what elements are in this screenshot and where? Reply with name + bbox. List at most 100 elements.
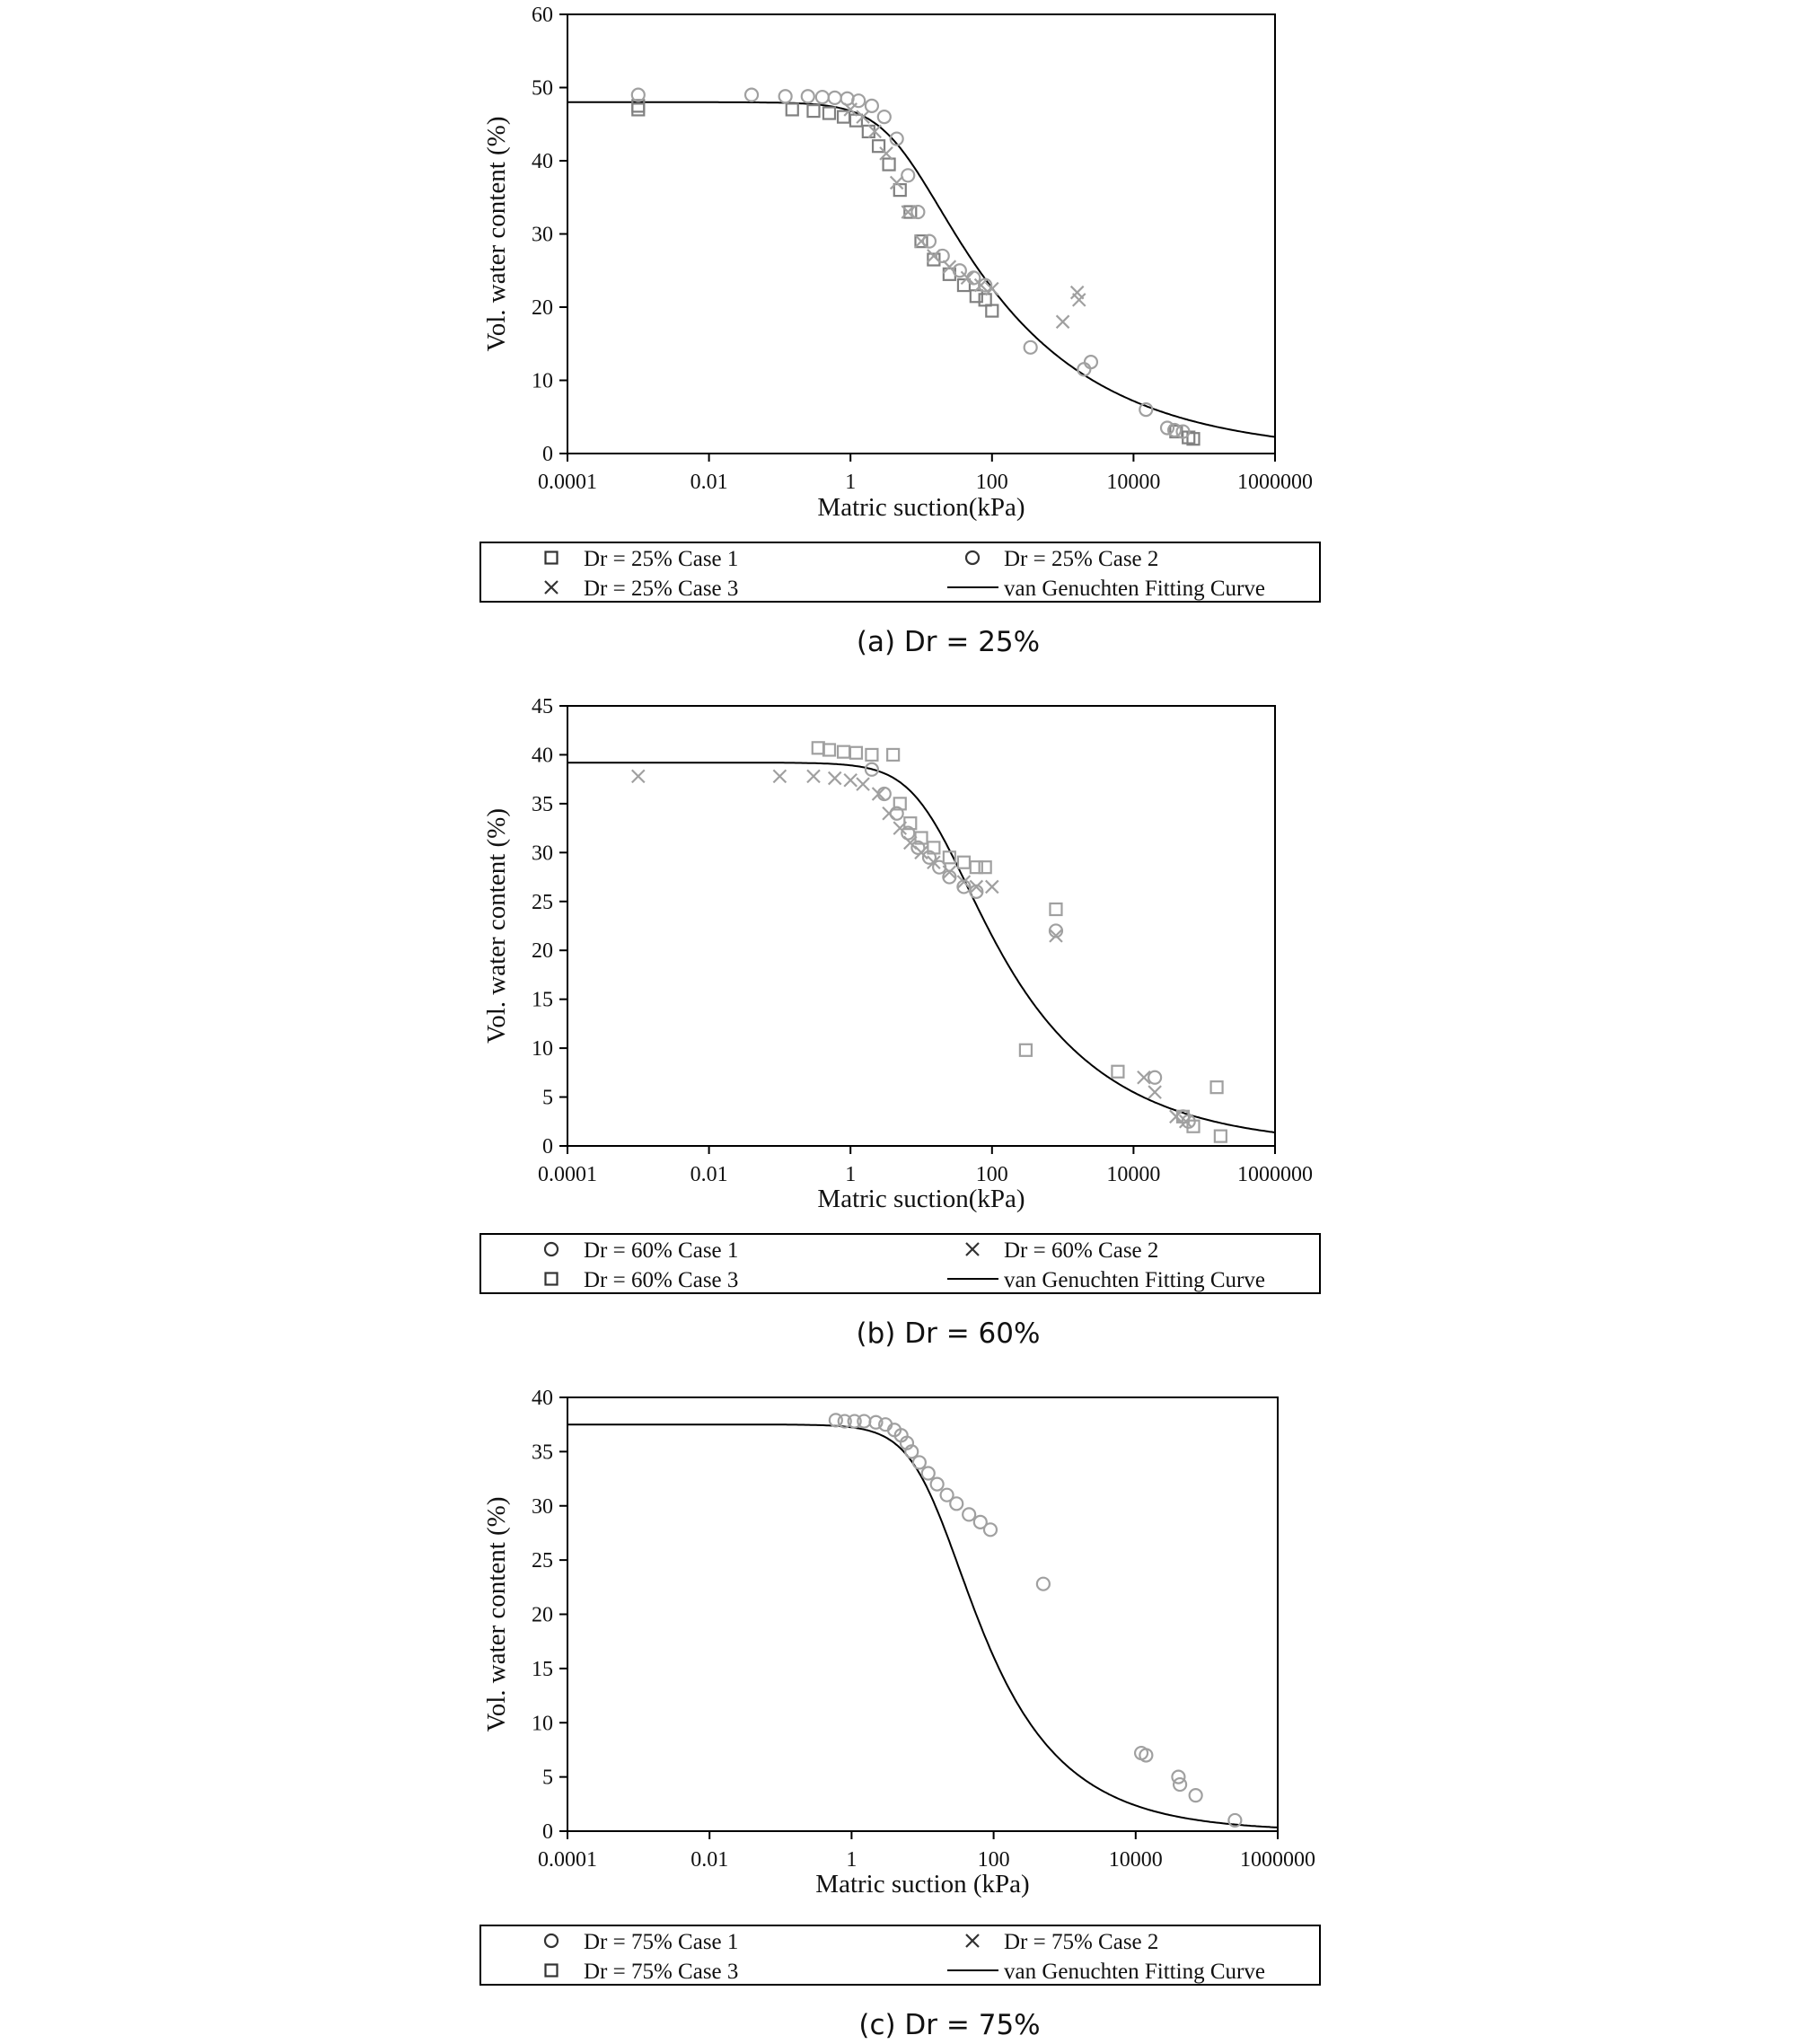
data-point: [865, 747, 879, 762]
data-point: [956, 855, 972, 869]
legend-frame: [479, 542, 1321, 603]
data-point: [921, 233, 937, 249]
data-point: [889, 806, 904, 821]
data-point: [978, 293, 992, 307]
legend-entry: van Genuchten Fitting Curve: [1004, 1960, 1265, 1984]
data-point: [861, 124, 875, 138]
data-point: [935, 248, 950, 264]
data-point: [631, 102, 646, 117]
data-point: [876, 110, 892, 125]
legend-marker: [543, 1241, 559, 1257]
legend-entry: Dr = 75% Case 1: [584, 1930, 738, 1954]
figure-caption: (b) Dr = 60%: [857, 1317, 1041, 1350]
data-point: [849, 745, 864, 760]
data-point: [857, 1414, 872, 1429]
data-point: [856, 110, 870, 124]
data-point: [1166, 422, 1183, 438]
data-point: [778, 89, 793, 104]
data-point: [911, 1455, 927, 1470]
data-point: [851, 93, 866, 109]
data-point: [882, 157, 896, 172]
data-point: [985, 304, 999, 318]
data-point: [772, 769, 787, 784]
data-point: [1137, 1070, 1151, 1085]
x-tick-label: 0.0001: [538, 471, 597, 494]
y-tick-label: 40: [532, 744, 553, 767]
data-point: [814, 89, 830, 105]
data-point: [843, 102, 858, 117]
data-point: [942, 260, 957, 274]
data-point: [962, 1507, 977, 1522]
legend: Dr = 60% Case 1 Dr = 60% Case 2 Dr = 60% C…: [479, 1233, 1321, 1294]
data-point: [1071, 293, 1086, 307]
plot-frame: [567, 1396, 1279, 1832]
legend-entry: Dr = 25% Case 2: [1004, 547, 1158, 571]
data-point: [978, 860, 992, 875]
y-axis-title: Vol. water content (%): [482, 808, 511, 1044]
y-tick-label: 0: [542, 443, 553, 466]
x-axis-title: Matric suction(kPa): [817, 493, 1025, 522]
legend-entry: Dr = 60% Case 2: [1004, 1238, 1158, 1263]
data-point: [630, 87, 646, 102]
data-point: [960, 270, 975, 286]
data-point: [901, 168, 916, 183]
data-point: [1188, 1788, 1203, 1803]
x-tick-label: 100: [978, 1848, 1010, 1872]
data-point: [921, 850, 937, 865]
data-point: [785, 102, 799, 117]
y-tick-label: 15: [532, 989, 553, 1012]
x-tick-label: 0.01: [690, 1848, 728, 1872]
data-point: [893, 797, 907, 811]
figure-caption: (a) Dr = 25%: [857, 626, 1040, 658]
x-tick-label: 0.0001: [538, 1848, 597, 1872]
legend-marker: [544, 580, 558, 595]
legend-entry: Dr = 60% Case 1: [584, 1238, 738, 1263]
data-point: [920, 1466, 936, 1481]
data-point: [1035, 1576, 1051, 1591]
x-tick-label: 10000: [1106, 471, 1160, 494]
fit-curve: [567, 1423, 1278, 1828]
y-axis-title: Vol. water content (%): [482, 1497, 511, 1732]
data-point: [836, 744, 851, 759]
y-tick-label: 35: [532, 793, 553, 816]
legend-entry: Dr = 25% Case 1: [584, 547, 738, 571]
data-point: [910, 204, 926, 220]
x-tick-label: 1000000: [1237, 1163, 1313, 1186]
data-point: [1172, 1776, 1188, 1793]
data-point: [914, 233, 928, 249]
data-point: [956, 875, 972, 889]
x-tick-label: 1000000: [1240, 1848, 1315, 1872]
data-point: [843, 772, 858, 788]
x-axis-title: Matric suction (kPa): [815, 1870, 1029, 1899]
data-point: [901, 205, 916, 219]
x-tick-label: 0.01: [690, 471, 728, 494]
data-point: [1213, 1129, 1227, 1143]
y-tick-label: 0: [542, 1135, 553, 1159]
data-point: [1169, 1109, 1183, 1124]
legend-frame: [479, 1233, 1321, 1294]
fit-curve: [567, 762, 1275, 1133]
data-point: [827, 771, 842, 786]
data-point: [985, 879, 999, 894]
series-3: [811, 741, 1227, 1143]
legend-marker: [543, 1933, 559, 1949]
data-point: [811, 741, 825, 755]
y-tick-label: 20: [532, 1604, 553, 1627]
data-point: [1023, 339, 1038, 355]
y-tick-label: 45: [532, 695, 553, 718]
x-tick-label: 0.0001: [538, 1163, 597, 1186]
data-point: [1018, 1043, 1033, 1057]
chart-panel-1: 0 10 20 30 40 50 60 0.0001 0.01 1 100 10000 1000000 M…: [479, 4, 1321, 658]
data-point: [914, 234, 928, 249]
data-point: [1159, 420, 1175, 436]
x-tick-label: 10000: [1109, 1848, 1163, 1872]
data-point: [1186, 1119, 1201, 1133]
data-point: [969, 860, 983, 875]
plot-frame: [567, 705, 1276, 1147]
data-point: [1077, 362, 1092, 377]
y-tick-label: 20: [532, 296, 553, 320]
data-point: [822, 743, 837, 757]
data-point: [969, 289, 983, 304]
data-point: [889, 131, 904, 146]
data-point: [889, 175, 904, 190]
